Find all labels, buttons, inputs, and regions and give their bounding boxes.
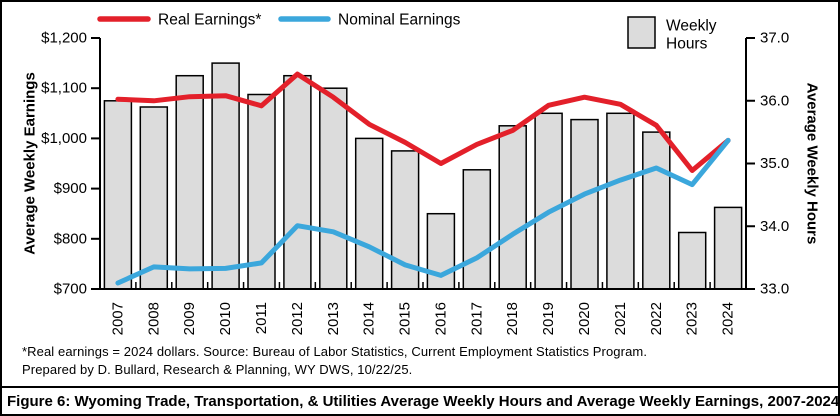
bars-group: [103, 62, 743, 290]
combo-chart: $1,200 $1,100 $1,000 $900 $800 $700 37.0 36.0 35…: [22, 12, 821, 336]
x-label-2018: 2018: [504, 302, 521, 335]
bar-2018: [498, 125, 527, 290]
right-axis-title: Average Weekly Hours: [804, 83, 821, 245]
x-label-2008: 2008: [145, 302, 162, 335]
right-tick-label: 36.0: [760, 92, 789, 109]
y-axis-right: 37.0 36.0 35.0 34.0 33.0: [746, 30, 789, 298]
x-label-2015: 2015: [397, 302, 414, 335]
left-tick-label: $1,200: [41, 30, 87, 47]
footnote-line-2: Prepared by D. Bullard, Research & Plann…: [22, 362, 413, 377]
bar-2013: [319, 87, 348, 290]
legend: Real Earnings* Nominal Earnings WeeklyHour…: [97, 12, 717, 53]
legend-hours-label-line2: Hours: [666, 36, 708, 53]
bar-2014: [354, 137, 384, 290]
legend-hours-label-line1: Weekly: [666, 18, 717, 35]
real-earnings-line: [115, 71, 731, 173]
x-label-2011: 2011: [253, 302, 270, 334]
x-label-2022: 2022: [648, 302, 665, 335]
bar-2024: [713, 206, 743, 290]
x-label-2023: 2023: [684, 302, 701, 335]
bar-2008: [139, 106, 169, 290]
legend-real-label: Real Earnings*: [158, 12, 261, 29]
x-label-2013: 2013: [325, 302, 342, 335]
y-axis-left: $1,200 $1,100 $1,000 $900 $800 $700: [41, 30, 100, 298]
chart-area: $1,200 $1,100 $1,000 $900 $800 $700 37.0 36.0 35…: [2, 2, 838, 384]
bar-2019: [534, 112, 563, 290]
left-axis-title: Average Weekly Earnings: [22, 72, 39, 255]
x-label-2021: 2021: [612, 302, 629, 335]
right-tick-label: 35.0: [760, 155, 789, 172]
bar-2017: [462, 169, 492, 290]
legend-nominal-label: Nominal Earnings: [338, 12, 461, 29]
legend-hours-swatch: [627, 16, 656, 49]
bar-2020: [570, 118, 599, 290]
x-label-2010: 2010: [217, 302, 234, 335]
x-label-2019: 2019: [540, 302, 557, 335]
left-tick-label: $900: [54, 180, 87, 197]
x-label-2024: 2024: [720, 302, 737, 335]
x-axis-ticks: [135, 282, 711, 289]
figure-caption: Figure 6: Wyoming Trade, Transportation,…: [7, 392, 840, 410]
right-tick-label: 34.0: [760, 218, 789, 235]
x-label-2017: 2017: [468, 302, 485, 335]
x-label-2007: 2007: [109, 302, 126, 335]
bar-2022: [642, 131, 671, 290]
footnote: *Real earnings = 2024 dollars. Source: B…: [22, 343, 647, 379]
caption-bar: Figure 6: Wyoming Trade, Transportation,…: [2, 386, 840, 414]
bar-2021: [606, 112, 635, 290]
right-tick-label: 33.0: [760, 281, 789, 298]
nominal-earnings-line: [115, 137, 731, 286]
left-tick-label: $1,000: [41, 130, 87, 147]
left-tick-label: $800: [54, 230, 87, 247]
bar-2007: [103, 100, 133, 290]
x-label-2014: 2014: [361, 302, 378, 335]
x-label-2012: 2012: [289, 302, 306, 335]
right-tick-label: 37.0: [760, 30, 789, 47]
x-label-2020: 2020: [576, 302, 593, 335]
left-tick-label: $1,100: [41, 80, 87, 97]
bar-2009: [175, 74, 204, 290]
footnote-line-1: *Real earnings = 2024 dollars. Source: B…: [22, 344, 648, 359]
x-label-2009: 2009: [181, 302, 198, 335]
bar-2012: [283, 74, 312, 290]
bar-2023: [677, 231, 707, 290]
x-label-2016: 2016: [432, 302, 449, 335]
left-tick-label: $700: [54, 281, 87, 298]
x-axis-labels: 2007 2008 2009 2010 2011 2012 2013 2014 2015 2016…: [109, 302, 736, 335]
